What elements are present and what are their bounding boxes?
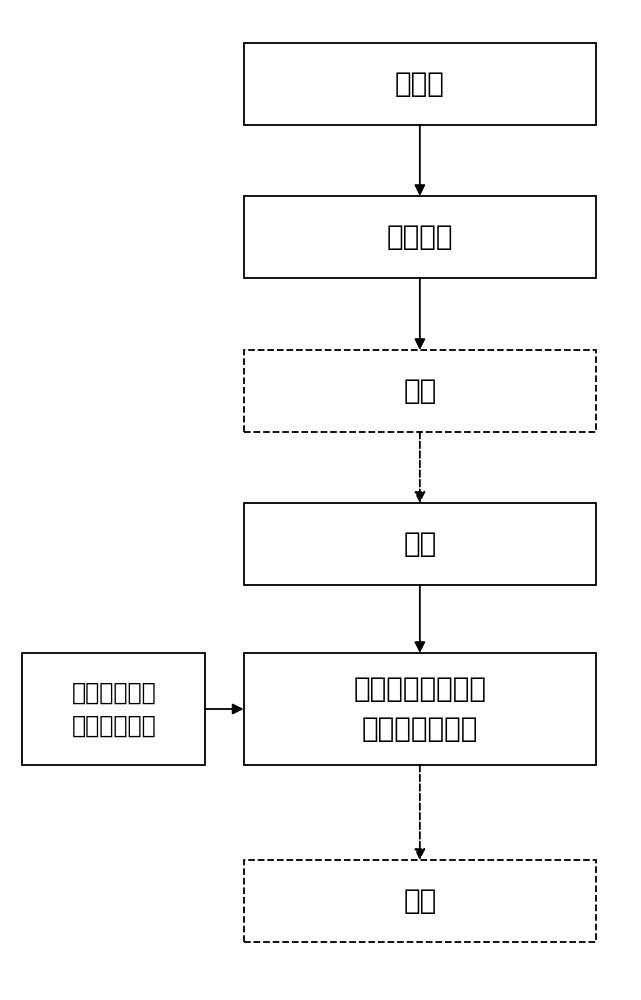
Bar [244, 43, 596, 125]
Bar [244, 653, 596, 765]
Text: 涂布印刷: 涂布印刷 [387, 223, 453, 251]
Bar [244, 196, 596, 278]
Text: 曝光: 曝光 [403, 530, 437, 558]
Text: 预燘: 预燘 [403, 377, 437, 405]
Text: 后燘: 后燘 [403, 887, 437, 915]
Bar [22, 653, 205, 765]
Bar [244, 860, 596, 942]
Bar [244, 503, 596, 585]
Text: 前处理: 前处理 [395, 70, 445, 98]
Text: 激光去除不需要的
防焊绿漆保护层: 激光去除不需要的 防焊绿漆保护层 [353, 676, 487, 742]
Text: 将扫描数据输
入数据服务器: 将扫描数据输 入数据服务器 [71, 680, 156, 738]
Bar [244, 350, 596, 432]
